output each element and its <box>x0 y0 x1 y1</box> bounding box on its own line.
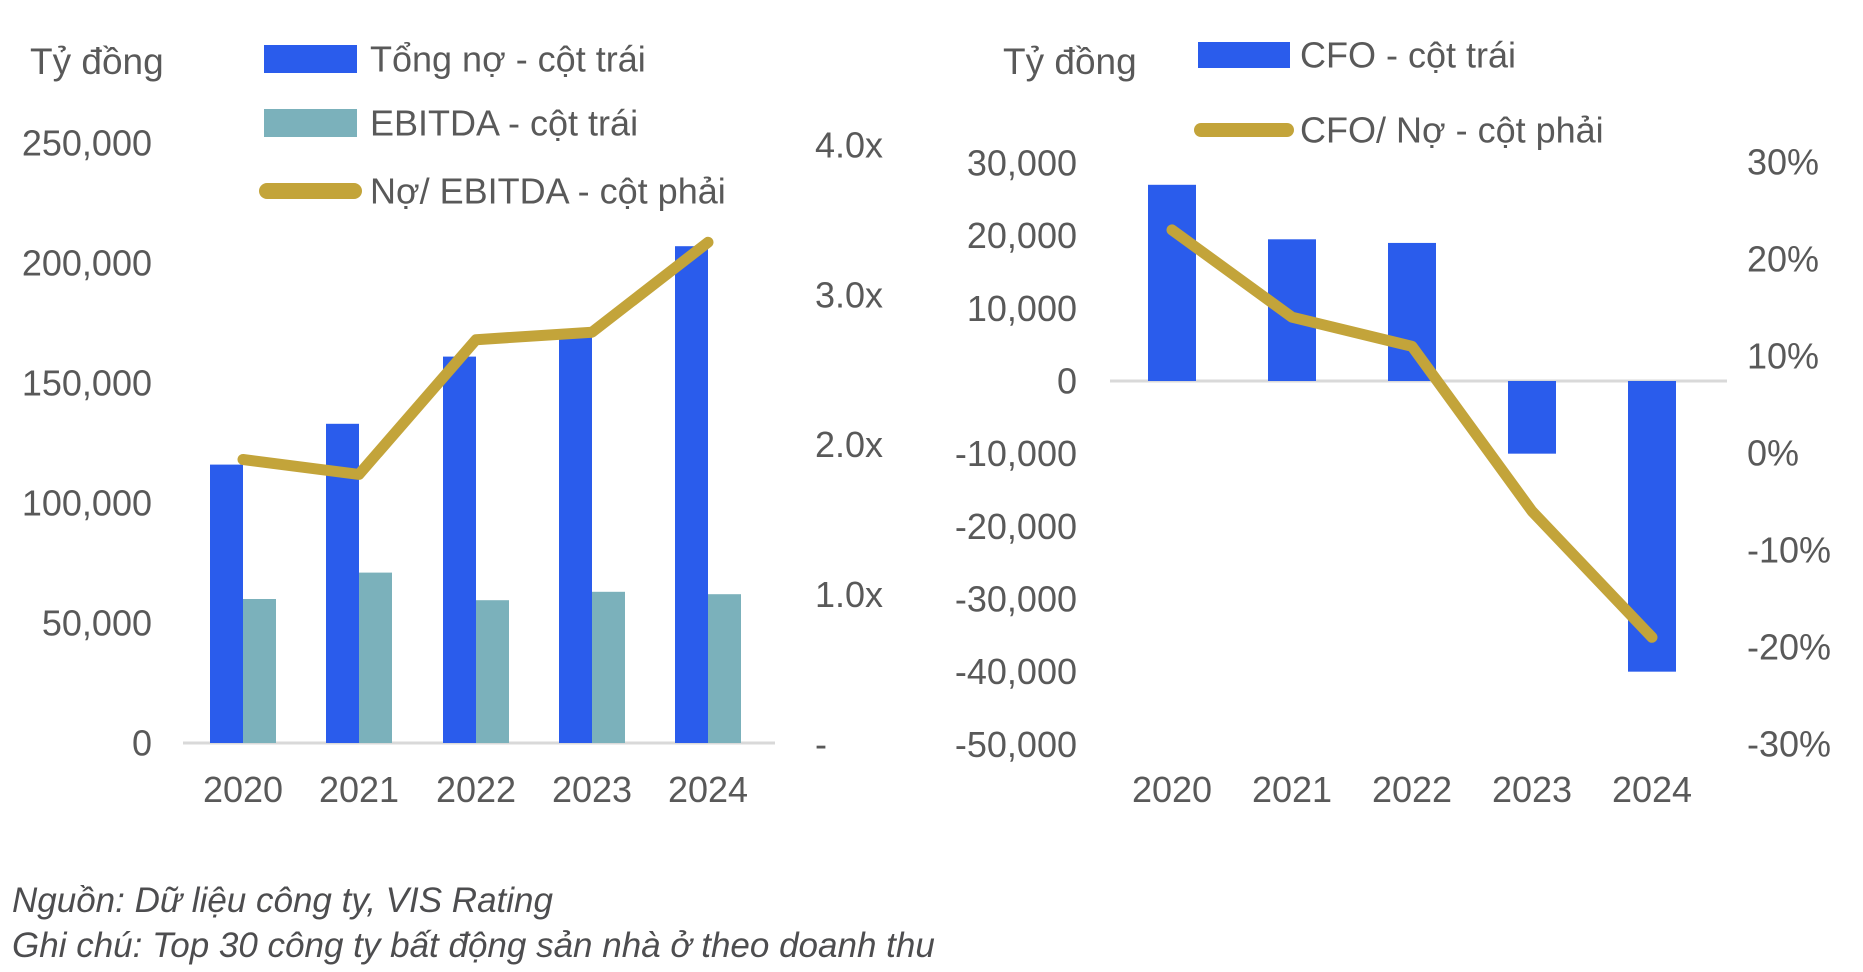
left-axis-tick: -10,000 <box>955 433 1077 474</box>
ratio-line <box>1166 224 1658 643</box>
category-label: 2024 <box>668 769 748 810</box>
left-axis-tick: 200,000 <box>22 243 152 284</box>
left-axis-tick: -20,000 <box>955 506 1077 547</box>
right-chart: Tỷ đồng -50,000 -40,000 -30,000 -20,000 -10,0… <box>955 35 1831 811</box>
legend-label: Tổng nợ - cột trái <box>370 39 646 80</box>
legend-label: EBITDA - cột trái <box>370 103 638 144</box>
axis-unit-label: Tỷ đồng <box>30 41 164 82</box>
category-label: 2022 <box>1372 769 1452 810</box>
right-axis-tick: 4.0x <box>815 125 883 166</box>
left-axis-tick: 100,000 <box>22 483 152 524</box>
legend-swatch-bar <box>264 45 357 73</box>
right-axis-tick: -10% <box>1747 530 1831 571</box>
bar-series1-2022 <box>476 600 509 743</box>
left-axis-tick: -50,000 <box>955 724 1077 765</box>
legend-label: CFO/ Nợ - cột phải <box>1300 110 1604 151</box>
source-note: Nguồn: Dữ liệu công ty, VIS Rating <box>12 881 553 920</box>
bar-series0-2024 <box>1628 381 1676 672</box>
left-axis-tick: 0 <box>132 723 152 764</box>
right-axis-tick: 2.0x <box>815 424 883 465</box>
bar-series1-2024 <box>708 594 741 743</box>
category-label: 2020 <box>203 769 283 810</box>
category-label: 2024 <box>1612 769 1692 810</box>
category-label: 2021 <box>319 769 399 810</box>
right-axis-tick: 0% <box>1747 433 1799 474</box>
left-axis-tick: -40,000 <box>955 651 1077 692</box>
left-axis-tick: 20,000 <box>967 215 1077 256</box>
left-axis-tick: 0 <box>1057 361 1077 402</box>
right-axis-tick: 20% <box>1747 239 1819 280</box>
method-note: Ghi chú: Top 30 công ty bất động sản nhà… <box>12 926 935 965</box>
right-axis-tick: 1.0x <box>815 574 883 615</box>
legend-label: CFO - cột trái <box>1300 35 1516 76</box>
ratio-line <box>237 236 714 480</box>
left-axis-tick: 30,000 <box>967 143 1077 184</box>
left-axis-tick: 150,000 <box>22 363 152 404</box>
category-label: 2022 <box>436 769 516 810</box>
category-label: 2023 <box>1492 769 1572 810</box>
left-axis-tick: 250,000 <box>22 123 152 164</box>
bar-series0-2022 <box>1388 242 1436 381</box>
right-axis-tick: -20% <box>1747 627 1831 668</box>
category-label: 2023 <box>552 769 632 810</box>
left-axis-tick: 10,000 <box>967 288 1077 329</box>
legend-swatch-bar <box>264 109 357 137</box>
axis-unit-label: Tỷ đồng <box>1003 41 1137 82</box>
right-axis-tick: 3.0x <box>815 274 883 315</box>
category-label: 2021 <box>1252 769 1332 810</box>
right-axis-tick: - <box>815 724 827 765</box>
footer: Nguồn: Dữ liệu công ty, VIS Rating Ghi c… <box>12 878 935 968</box>
right-axis-tick: 10% <box>1747 336 1819 377</box>
bar-series1-2021 <box>359 572 392 743</box>
bar-series0-2023 <box>1508 381 1556 454</box>
legend-label: Nợ/ EBITDA - cột phải <box>370 171 726 212</box>
category-label: 2020 <box>1132 769 1212 810</box>
left-axis-tick: 50,000 <box>42 603 152 644</box>
bar-series0-2020 <box>1148 184 1196 381</box>
bar-series0-2024 <box>675 246 708 743</box>
legend-swatch-bar <box>1198 42 1290 68</box>
bar-series0-2022 <box>443 356 476 743</box>
right-axis-tick: -30% <box>1747 724 1831 765</box>
bar-series0-2020 <box>210 464 243 743</box>
bar-series0-2023 <box>559 337 592 743</box>
left-axis-tick: -30,000 <box>955 579 1077 620</box>
right-axis-tick: 30% <box>1747 142 1819 183</box>
bar-series1-2020 <box>243 599 276 743</box>
bar-series1-2023 <box>592 591 625 743</box>
left-chart: Tỷ đồng 0 50,000 100,000 150,000 200,000 250,0… <box>22 39 883 811</box>
